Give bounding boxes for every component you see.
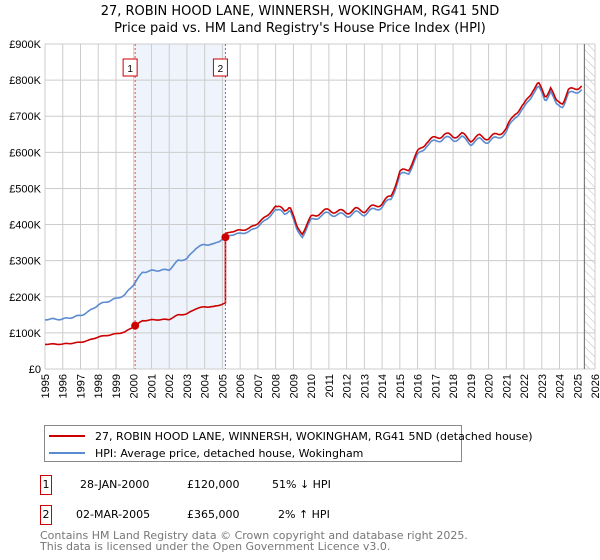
hpi-line: [44, 85, 583, 321]
y-tick-label: £400K: [9, 220, 41, 232]
legend-label: HPI: Average price, detached house, Woki…: [95, 446, 364, 460]
x-tick-label: 2010: [306, 374, 318, 398]
sale-point: [221, 233, 230, 242]
price-chart: 1 2 1995 1996 1997 1998 1999 2000 2001 2002 2003 20…: [9, 39, 600, 398]
footer-line: Contains HM Land Registry data © Crown c…: [40, 529, 468, 542]
blue-line-swatch: [49, 452, 85, 454]
y-tick-label: £300K: [9, 256, 41, 268]
legend-item-price: 27, ROBIN HOOD LANE, WINNERSH, WOKINGHAM…: [45, 428, 533, 444]
footer-line: This data is licensed under the Open Gov…: [40, 540, 391, 553]
sale-price: £365,000: [187, 508, 240, 521]
x-tick-label: 2014: [377, 374, 389, 398]
x-tick-label: 2018: [448, 374, 460, 398]
sale-marker-badge: 1: [40, 475, 52, 495]
x-tick-label: 2005: [217, 374, 229, 398]
sale-date: 02-MAR-2005: [76, 508, 151, 521]
y-tick-label: £500K: [9, 183, 41, 195]
y-tick-label: £800K: [9, 75, 41, 87]
y-tick-label: £700K: [9, 111, 41, 123]
x-tick-label: 1997: [75, 374, 87, 398]
price-paid-line: [44, 81, 583, 346]
sale-hpi-diff: 51% ↓ HPI: [272, 478, 331, 491]
legend-item-hpi: HPI: Average price, detached house, Woki…: [45, 445, 363, 461]
y-tick-label: £600K: [9, 147, 41, 159]
x-tick-label: 2002: [164, 374, 176, 398]
x-tick-label: 2023: [537, 374, 549, 398]
legend: 27, ROBIN HOOD LANE, WINNERSH, WOKINGHAM…: [44, 425, 533, 462]
x-tick-label: 2019: [466, 374, 478, 398]
x-tick-label: 2006: [235, 374, 247, 398]
title-line-2: Price paid vs. HM Land Registry's House …: [114, 21, 486, 36]
future-hatch-region: [584, 44, 595, 369]
sale-price: £120,000: [187, 478, 240, 491]
x-tick-label: 2011: [324, 374, 336, 398]
x-tick-label: 2025: [572, 374, 584, 398]
x-tick-label: 2021: [501, 374, 513, 398]
x-tick-label: 1999: [111, 374, 123, 398]
sale-hpi-diff: 2% ↑ HPI: [278, 508, 330, 521]
sale-point: [131, 321, 140, 330]
x-tick-label: 1995: [40, 374, 52, 398]
sale-marker-badge: 2: [40, 505, 52, 525]
y-tick-label: £0: [29, 364, 41, 376]
x-tick-label: 1996: [58, 374, 70, 398]
sale-label-box: [212, 58, 228, 77]
chart-title: 27, ROBIN HOOD LANE, WINNERSH, WOKINGHAM…: [0, 3, 600, 37]
sale-row: 1 28-JAN-2000 £120,000 51% ↓ HPI: [40, 475, 600, 495]
y-tick-label: £100K: [9, 328, 41, 340]
x-tick-label: 2022: [519, 374, 531, 398]
x-tick-label: 2012: [342, 374, 354, 398]
x-tick-label: 2015: [395, 374, 407, 398]
sale-label: 2: [218, 64, 224, 75]
x-tick-label: 2004: [200, 374, 212, 398]
sale-label: 1: [127, 64, 133, 75]
legend-label: 27, ROBIN HOOD LANE, WINNERSH, WOKINGHAM…: [95, 429, 533, 443]
y-tick-label: £200K: [9, 292, 41, 304]
x-tick-label: 2017: [430, 374, 442, 398]
footer: Contains HM Land Registry data © Crown c…: [40, 530, 468, 552]
x-tick-label: 2001: [146, 374, 158, 398]
x-tick-label: 2008: [271, 374, 283, 398]
sale-row: 2 02-MAR-2005 £365,000 2% ↑ HPI: [40, 505, 600, 525]
x-tick-label: 2016: [413, 374, 425, 398]
title-line-1: 27, ROBIN HOOD LANE, WINNERSH, WOKINGHAM…: [100, 4, 500, 19]
x-tick-label: 2003: [182, 374, 194, 398]
x-tick-label: 2026: [590, 374, 600, 398]
red-line-swatch: [49, 435, 85, 437]
sale-label-box: [122, 58, 138, 77]
x-tick-label: 1998: [93, 374, 105, 398]
y-tick-label: £900K: [9, 39, 41, 51]
x-tick-label: 2007: [253, 374, 265, 398]
x-tick-label: 2024: [555, 374, 567, 398]
x-tick-label: 2009: [288, 374, 300, 398]
sale-date: 28-JAN-2000: [80, 478, 150, 491]
x-tick-label: 2000: [129, 374, 141, 398]
x-tick-label: 2020: [484, 374, 496, 398]
x-tick-label: 2013: [359, 374, 371, 398]
